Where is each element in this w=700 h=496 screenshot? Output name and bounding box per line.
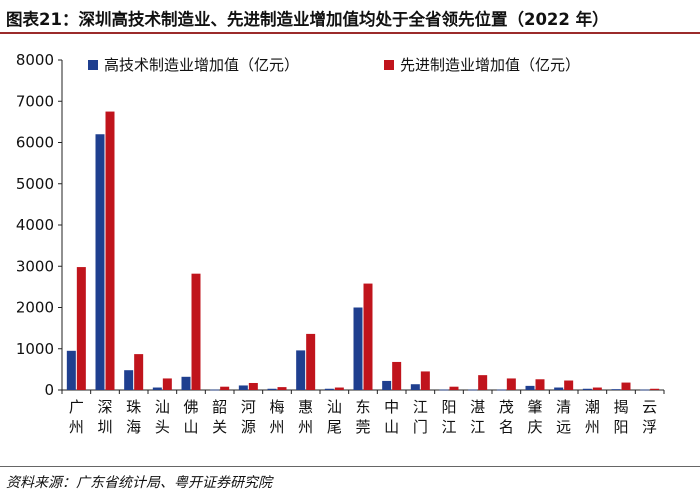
- x-tick-label: 肇庆: [527, 398, 542, 436]
- y-tick-label: 3000: [16, 257, 54, 275]
- bar-advanced-2: [134, 354, 144, 390]
- bar-high-tech-1: [95, 134, 105, 390]
- bar-advanced-20: [650, 388, 660, 390]
- bar-advanced-15: [506, 378, 516, 390]
- bar-advanced-10: [363, 283, 373, 390]
- source-divider: [0, 466, 700, 467]
- bar-high-tech-2: [124, 370, 134, 390]
- bar-advanced-3: [162, 378, 172, 390]
- bar-advanced-17: [564, 380, 574, 390]
- bar-advanced-0: [76, 267, 86, 390]
- x-tick-label: 深圳: [97, 398, 112, 436]
- bar-high-tech-17: [554, 387, 564, 390]
- bar-high-tech-8: [296, 350, 306, 390]
- x-tick-label: 潮州: [585, 398, 600, 436]
- bar-advanced-11: [392, 361, 402, 390]
- bar-high-tech-10: [353, 307, 363, 390]
- x-tick-label: 广州: [69, 398, 84, 436]
- x-tick-label: 云浮: [642, 398, 657, 436]
- y-tick-label: 2000: [16, 299, 54, 317]
- bar-advanced-8: [306, 333, 316, 390]
- bar-high-tech-6: [238, 385, 248, 390]
- x-tick-label: 湛江: [470, 398, 485, 436]
- x-tick-label: 东莞: [355, 398, 370, 436]
- bar-high-tech-4: [181, 376, 191, 390]
- bar-high-tech-9: [324, 388, 334, 390]
- bar-advanced-7: [277, 387, 287, 390]
- source-note: 资料来源：广东省统计局、粤开证券研究院: [6, 475, 272, 491]
- bar-high-tech-14: [468, 389, 478, 391]
- bar-high-tech-16: [525, 385, 535, 390]
- x-tick-label: 珠海: [126, 398, 141, 436]
- title-bar: 图表21：深圳高技术制造业、先进制造业增加值均处于全省领先位置（2022 年）: [0, 0, 700, 34]
- bar-advanced-14: [478, 375, 488, 390]
- bar-advanced-18: [592, 387, 602, 390]
- x-tick-label: 清远: [556, 398, 571, 436]
- x-tick-label: 阳江: [441, 398, 456, 436]
- y-tick-label: 0: [44, 381, 54, 399]
- y-tick-label: 8000: [16, 51, 54, 69]
- bar-advanced-16: [535, 379, 545, 390]
- legend-swatch-advanced: [384, 60, 394, 70]
- y-tick-label: 4000: [16, 216, 54, 234]
- bar-high-tech-11: [382, 380, 392, 390]
- x-tick-label: 江门: [413, 398, 428, 436]
- bar-high-tech-18: [582, 388, 592, 390]
- bar-advanced-13: [449, 386, 459, 390]
- chart-area: 0 1000 2000 3000 4000 5000 6000 7000 8000 广州 深圳 珠海汕…: [0, 40, 700, 460]
- x-tick-label: 汕头: [155, 398, 170, 436]
- chart-title: 图表21：深圳高技术制造业、先进制造业增加值均处于全省领先位置（2022 年）: [6, 10, 609, 29]
- legend-label-high-tech: 高技术制造业增加值（亿元）: [104, 56, 299, 74]
- bar-high-tech-0: [66, 350, 76, 390]
- y-tick-label: 6000: [16, 134, 54, 152]
- legend-swatch-high-tech: [88, 60, 98, 70]
- x-tick-label: 中山: [384, 398, 399, 436]
- bar-high-tech-15: [496, 389, 506, 391]
- bar-advanced-5: [220, 386, 230, 390]
- x-tick-label: 茂名: [499, 398, 514, 436]
- x-tick-label: 河源: [241, 398, 256, 436]
- x-tick-label: 韶关: [212, 398, 227, 436]
- bar-high-tech-7: [267, 388, 277, 390]
- x-tick-label: 惠州: [298, 398, 313, 436]
- y-tick-label: 7000: [16, 92, 54, 110]
- bar-high-tech-13: [439, 389, 449, 391]
- bar-advanced-4: [191, 273, 201, 390]
- bar-high-tech-12: [410, 384, 420, 390]
- bar-advanced-6: [248, 382, 258, 390]
- bar-chart: 010002000300040005000600070008000广州深圳珠海汕…: [16, 51, 665, 436]
- x-tick-label: 佛山: [183, 398, 198, 436]
- y-tick-label: 1000: [16, 340, 54, 358]
- bar-advanced-12: [420, 371, 430, 390]
- bar-advanced-9: [334, 387, 344, 390]
- x-tick-label: 梅州: [269, 398, 284, 436]
- x-tick-label: 汕尾: [327, 398, 342, 436]
- bar-advanced-19: [621, 382, 631, 390]
- y-tick-label: 5000: [16, 175, 54, 193]
- legend-label-advanced: 先进制造业增加值（亿元）: [400, 56, 580, 74]
- bar-high-tech-3: [152, 387, 162, 390]
- bar-high-tech-20: [640, 389, 650, 391]
- bar-high-tech-5: [210, 389, 220, 391]
- bar-advanced-1: [105, 111, 115, 390]
- bar-high-tech-19: [611, 389, 621, 390]
- x-tick-label: 揭阳: [613, 398, 628, 436]
